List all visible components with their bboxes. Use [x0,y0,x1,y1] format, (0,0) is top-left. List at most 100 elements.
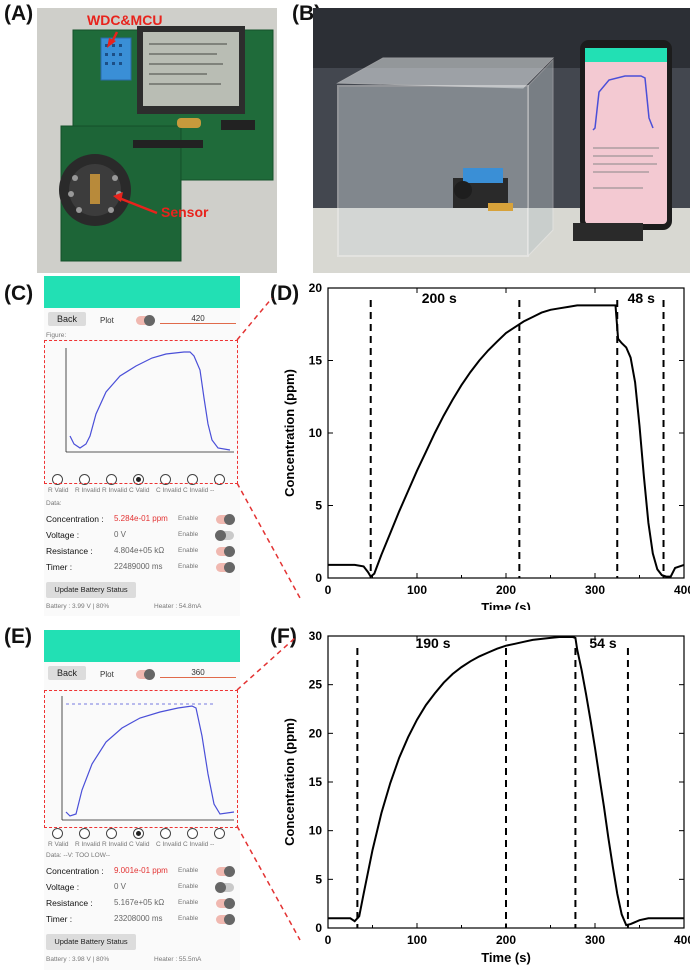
enable-label: Enable [178,915,199,922]
radio-c-invalid-5[interactable] [187,828,198,839]
reading-name: Timer : [46,562,73,572]
y-tick-label: 5 [315,499,322,513]
plot-window-input[interactable]: 420 [160,314,236,324]
y-tick-label: 15 [309,775,323,789]
panel-label-a: (A) [4,2,34,25]
radio-label: C Invalid [156,841,182,848]
radio-r-valid-0[interactable] [52,474,63,485]
mini-plot-c [44,340,240,460]
back-button[interactable]: Back [48,312,86,326]
enable-label: Enable [178,563,199,570]
radio-c-invalid-4[interactable] [160,474,171,485]
app-header-bar [44,630,240,662]
panel-label-c: (C) [4,282,34,305]
sensor-label: Sensor [161,204,209,220]
enable-label: Enable [178,547,199,554]
app-screenshot-e: Back Plot 360 R Valid R Invalid R Invalid C… [44,630,240,970]
reading-value: 0 V [114,882,127,891]
radio-label: C Invalid [183,841,209,848]
plot-frame [327,287,685,579]
panel-label-e: (E) [4,625,32,648]
back-button[interactable]: Back [48,666,86,680]
radio-label: R Valid [48,841,69,848]
x-axis-label: Time (s) [481,950,531,965]
x-tick-label: 100 [407,583,427,597]
concentration-line [328,636,684,927]
radio-c-invalid-4[interactable] [160,828,171,839]
y-tick-label: 10 [309,426,323,440]
reading-name: Resistance : [46,898,93,908]
y-tick-label: 25 [309,678,323,692]
enable-label: Enable [178,883,199,890]
y-tick-label: 10 [309,824,323,838]
radio-label: C Invalid [183,487,209,494]
panel-label-d: (D) [270,282,300,305]
enable-label: Enable [178,515,199,522]
plot-toggle[interactable] [136,669,155,680]
zoom-callout-box-e [44,690,238,828]
reading-value: 22489000 ms [114,562,163,571]
reading-value: 5.167e+05 kΩ [114,898,165,907]
radio-c-valid-3[interactable] [133,474,144,485]
enable-toggle[interactable] [216,866,235,877]
radio-label: -- [210,841,215,848]
device-photo-illustration [37,8,277,273]
plot-toggle[interactable] [136,315,155,326]
reading-name: Concentration : [46,866,104,876]
chart-d: 0 100 200 300 400 0 5 10 15 20 Time (s) Concentrati… [282,281,690,610]
update-battery-button[interactable]: Update Battery Status [46,582,136,598]
radio---6[interactable] [214,474,225,485]
battery-status: Battery : 3.99 V | 80% [46,603,110,610]
duration-annotation: 54 s [589,635,616,651]
reading-value: 0 V [114,530,127,539]
radio-label: C Valid [129,487,150,494]
reading-value: 4.804e+05 kΩ [114,546,165,555]
radio-r-invalid-2[interactable] [106,828,117,839]
radio-label: R Valid [48,487,69,494]
radio-label: R Invalid [75,487,101,494]
radio---6[interactable] [214,828,225,839]
y-axis-label: Concentration (ppm) [282,718,297,846]
reading-name: Resistance : [46,546,93,556]
enable-toggle[interactable] [215,530,234,541]
radio-label: R Invalid [102,487,128,494]
plot-window-input[interactable]: 360 [160,668,236,678]
radio-r-invalid-1[interactable] [79,828,90,839]
y-tick-label: 15 [309,354,323,368]
enable-toggle[interactable] [215,882,234,893]
enable-toggle[interactable] [216,514,235,525]
plot-label: Plot [100,316,114,325]
app-header-bar [44,276,240,308]
radio-c-invalid-5[interactable] [187,474,198,485]
y-tick-label: 20 [309,726,323,740]
readings-list: Concentration : 9.001e-01 ppm Enable Voltag… [44,866,240,934]
enable-toggle[interactable] [216,914,235,925]
chart-f: 0 100 200 300 400 0 5 10 15 20 25 30 Time (s) Concent… [282,629,690,965]
reading-value: 23208000 ms [114,914,163,923]
radio-r-invalid-1[interactable] [79,474,90,485]
radio-label: C Invalid [156,487,182,494]
enable-toggle[interactable] [216,562,235,573]
device-photo: WDC&MCU Sensor [37,8,277,273]
enable-toggle[interactable] [216,546,235,557]
radio-c-valid-3[interactable] [133,828,144,839]
duration-annotation: 48 s [628,290,655,306]
y-tick-label: 5 [315,872,322,886]
zoom-callout-box-c [44,340,238,484]
chamber-photo-illustration [313,8,690,273]
x-tick-label: 200 [496,583,516,597]
y-tick-label: 0 [315,921,322,935]
radio-label: R Invalid [75,841,101,848]
y-axis-label: Concentration (ppm) [282,369,297,497]
update-battery-button[interactable]: Update Battery Status [46,934,136,950]
enable-toggle[interactable] [216,898,235,909]
radio-label: -- [210,487,215,494]
mini-plot-e [44,690,240,826]
duration-annotation: 200 s [422,290,457,306]
reading-name: Voltage : [46,530,80,540]
reading-name: Voltage : [46,882,80,892]
y-tick-label: 30 [309,629,323,643]
radio-r-valid-0[interactable] [52,828,63,839]
radio-r-invalid-2[interactable] [106,474,117,485]
x-tick-label: 0 [325,583,332,597]
